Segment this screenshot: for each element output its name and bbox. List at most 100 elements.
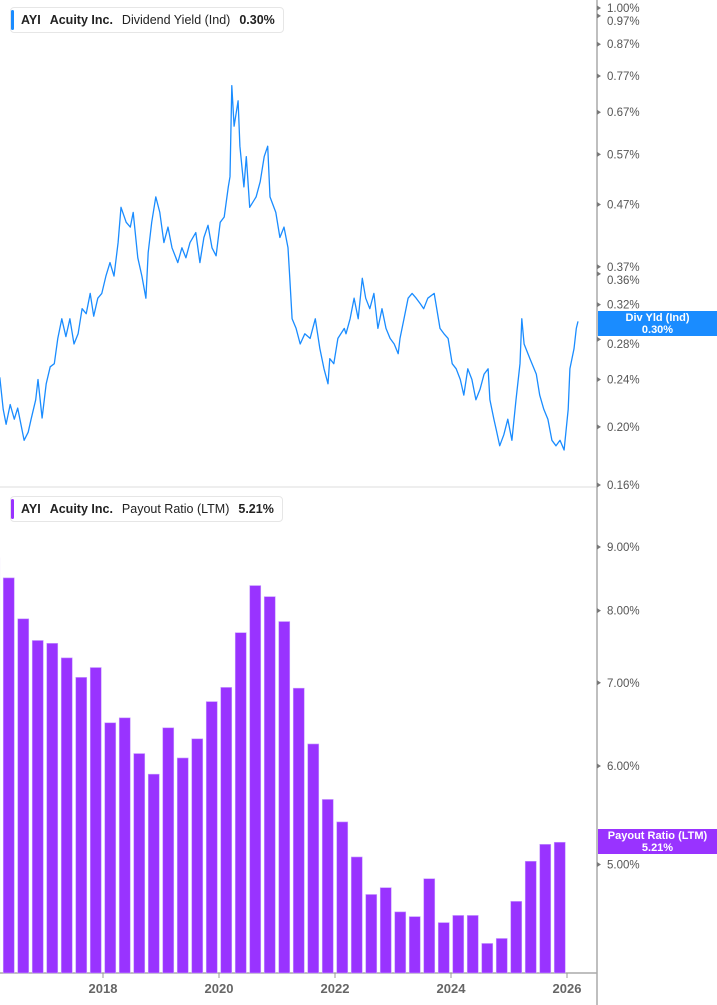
payout-y-tick-mark	[597, 680, 601, 686]
yield-legend-metric: Dividend Yield (Ind)	[121, 13, 231, 27]
payout-bar[interactable]	[307, 743, 320, 974]
payout-legend-ticker: AYI	[21, 502, 41, 516]
yield-y-tick-mark	[597, 73, 601, 79]
yield-y-tick-mark	[597, 302, 601, 308]
payout-bar[interactable]	[336, 821, 349, 974]
yield-y-tick-label: 0.57%	[607, 149, 640, 161]
payout-y-tick-mark	[597, 763, 601, 769]
payout-bar[interactable]	[423, 878, 436, 974]
payout-legend[interactable]: AYI Acuity Inc. Payout Ratio (LTM) 5.21%	[10, 496, 283, 522]
payout-bar[interactable]	[191, 738, 204, 974]
payout-y-tick-mark	[597, 544, 601, 550]
payout-bar[interactable]	[539, 844, 552, 974]
payout-bar[interactable]	[263, 596, 276, 974]
payout-legend-metric: Payout Ratio (LTM)	[121, 502, 230, 516]
payout-bar[interactable]	[162, 727, 175, 974]
x-axis: 2018 2020 2022 2024 2026	[89, 973, 582, 996]
yield-last-value-tag: Div Yld (Ind) 0.30%	[598, 311, 717, 336]
yield-y-tick-mark	[597, 202, 601, 208]
yield-legend[interactable]: AYI Acuity Inc. Dividend Yield (Ind) 0.3…	[10, 7, 284, 33]
payout-y-tick-mark	[597, 608, 601, 614]
yield-y-axis: 1.00%0.97% 0.87% 0.77% 0.67% 0.57% 0.47% 0.37%…	[597, 3, 640, 492]
payout-bar[interactable]	[249, 585, 262, 974]
payout-bar[interactable]	[408, 916, 421, 974]
yield-y-tick-mark	[597, 5, 601, 11]
yield-y-tick-mark	[597, 336, 601, 342]
payout-bar[interactable]	[394, 911, 407, 974]
payout-legend-swatch	[11, 499, 14, 519]
payout-bar[interactable]	[147, 773, 160, 974]
yield-y-tick-label: 0.24%	[607, 374, 640, 386]
yield-y-tick-label: 0.67%	[607, 107, 640, 119]
payout-y-tick-label: 6.00%	[607, 761, 640, 773]
yield-y-tick-mark	[597, 271, 601, 277]
yield-legend-ticker: AYI	[21, 13, 41, 27]
payout-bar[interactable]	[17, 618, 30, 974]
payout-legend-company: Acuity Inc.	[49, 502, 113, 516]
yield-y-tick-label: 0.28%	[607, 339, 640, 351]
yield-tag-label: Div Yld (Ind)	[625, 312, 690, 324]
yield-y-tick-mark	[597, 376, 601, 382]
payout-legend-value: 5.21%	[238, 502, 274, 516]
payout-bar[interactable]	[176, 757, 189, 974]
payout-bar[interactable]	[350, 856, 363, 974]
yield-y-tick-label: 0.37%	[607, 262, 640, 274]
payout-bar[interactable]	[365, 894, 378, 974]
payout-bar[interactable]	[278, 621, 291, 974]
payout-bar[interactable]	[379, 887, 392, 974]
payout-bar[interactable]	[553, 841, 566, 974]
yield-line[interactable]	[0, 85, 579, 451]
payout-bar[interactable]	[75, 677, 88, 974]
yield-y-tick-mark	[597, 13, 601, 19]
payout-bar[interactable]	[292, 687, 305, 974]
payout-y-tick-mark	[597, 861, 601, 867]
yield-legend-value: 0.30%	[239, 13, 275, 27]
yield-y-tick-label: 0.16%	[607, 480, 640, 492]
payout-y-tick-label: 9.00%	[607, 542, 640, 554]
yield-line-group	[0, 85, 579, 451]
payout-y-axis: 9.00% 8.00% 7.00% 6.00% 5.00%	[597, 542, 640, 871]
payout-bar[interactable]	[466, 915, 479, 974]
payout-bar[interactable]	[31, 640, 44, 974]
payout-tag-value: 5.21%	[641, 842, 674, 854]
yield-y-tick-mark	[597, 482, 601, 488]
yield-y-tick-label: 0.47%	[607, 200, 640, 212]
x-tick-label: 2022	[321, 981, 350, 996]
payout-bar[interactable]	[481, 943, 494, 974]
yield-y-tick-label: 0.32%	[607, 300, 640, 312]
payout-bar[interactable]	[205, 701, 218, 974]
payout-y-tick-label: 7.00%	[607, 678, 640, 690]
yield-y-tick-label: 1.00%	[607, 3, 640, 15]
payout-last-value-tag: Payout Ratio (LTM) 5.21%	[598, 829, 717, 854]
payout-bar[interactable]	[321, 799, 334, 974]
payout-bar[interactable]	[89, 667, 102, 974]
payout-bar[interactable]	[2, 577, 15, 974]
yield-y-tick-mark	[597, 109, 601, 115]
yield-y-tick-mark	[597, 151, 601, 157]
payout-bar[interactable]	[104, 722, 117, 974]
payout-bar[interactable]	[437, 922, 450, 974]
payout-bar[interactable]	[495, 938, 508, 974]
payout-bar[interactable]	[118, 717, 131, 974]
payout-y-tick-label: 8.00%	[607, 606, 640, 618]
yield-y-tick-label: 0.77%	[607, 71, 640, 83]
payout-bar[interactable]	[234, 632, 247, 974]
payout-bar[interactable]	[510, 901, 523, 974]
payout-bar[interactable]	[452, 915, 465, 974]
yield-y-tick-mark	[597, 41, 601, 47]
yield-y-tick-mark	[597, 424, 601, 430]
payout-bar[interactable]	[524, 860, 537, 974]
payout-bar[interactable]	[60, 657, 73, 974]
payout-bar[interactable]	[46, 643, 59, 974]
payout-bar[interactable]	[133, 753, 146, 974]
x-tick-label: 2024	[437, 981, 467, 996]
yield-y-tick-label: 0.36%	[607, 275, 640, 287]
yield-y-tick-label: 0.87%	[607, 39, 640, 51]
yield-legend-company: Acuity Inc.	[49, 13, 113, 27]
payout-bar[interactable]	[220, 687, 233, 974]
yield-tag-value: 0.30%	[641, 324, 674, 336]
x-tick-label: 2026	[553, 981, 582, 996]
payout-bars	[0, 557, 566, 974]
payout-y-tick-label: 5.00%	[607, 859, 640, 871]
